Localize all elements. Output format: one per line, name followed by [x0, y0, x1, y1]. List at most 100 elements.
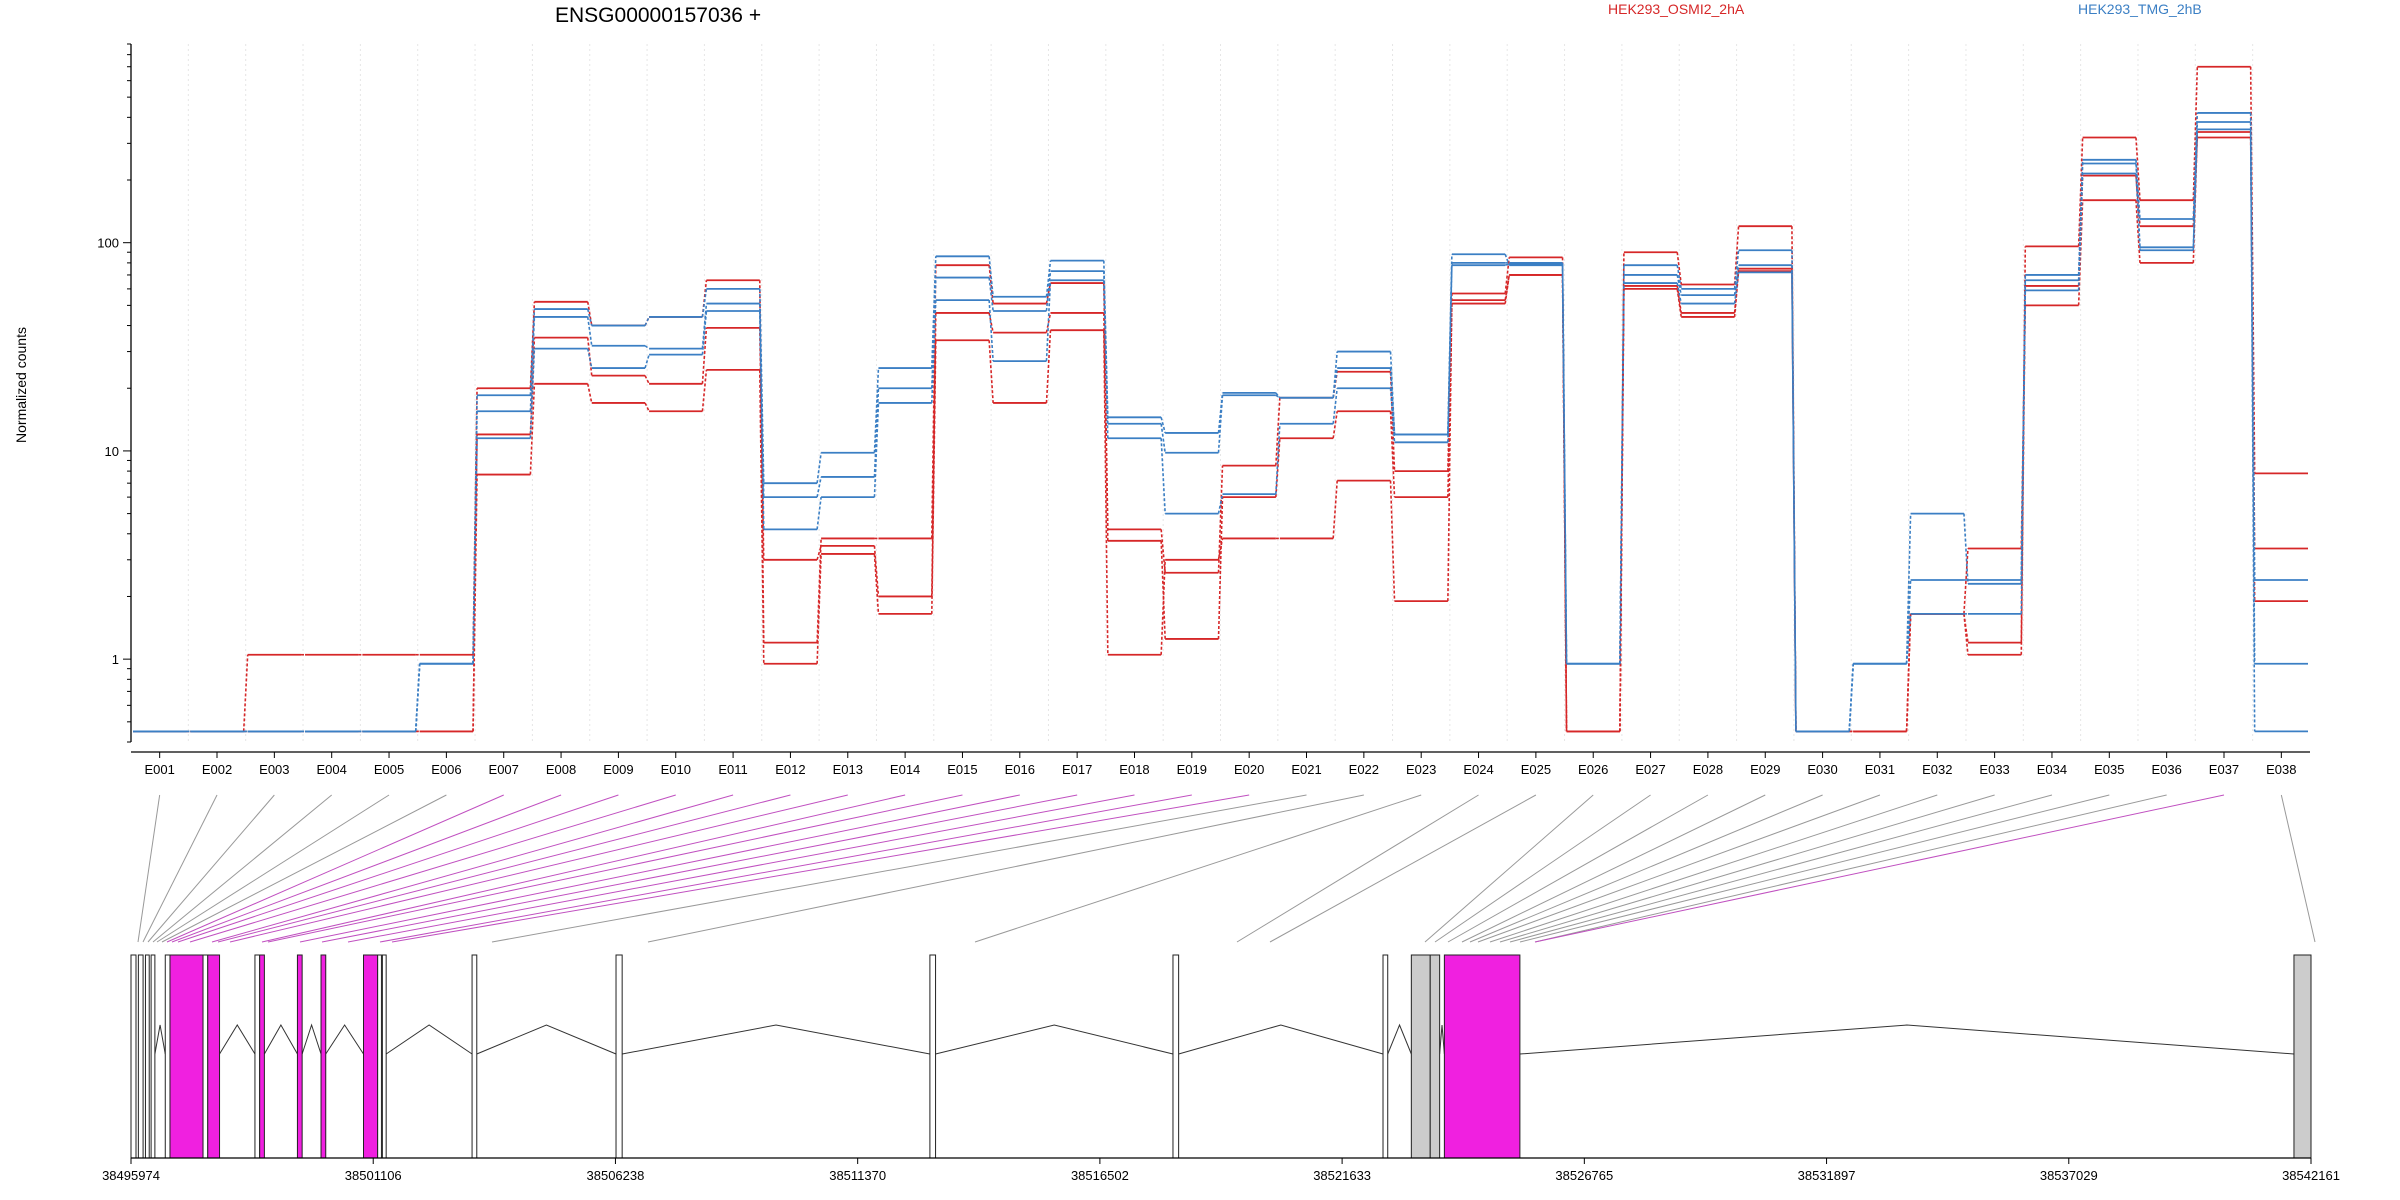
segment-join	[988, 340, 994, 403]
x-tick-label: E018	[1119, 762, 1149, 777]
exon-box	[363, 954, 379, 1159]
x-tick-label: E030	[1807, 762, 1837, 777]
x-tick-label: E036	[2151, 762, 2181, 777]
x-tick-label: E014	[890, 762, 920, 777]
segment-join	[1217, 392, 1224, 434]
segment-join	[701, 303, 708, 349]
exon-box	[615, 954, 623, 1159]
connector-line	[1534, 794, 2225, 943]
segment-join	[873, 368, 880, 453]
intron-line	[385, 1024, 473, 1055]
segment-join	[1733, 271, 1740, 318]
connector-line	[137, 794, 161, 943]
segment-join	[701, 310, 708, 355]
segment-join	[2192, 129, 2199, 251]
segment-join	[1905, 613, 1912, 732]
genome-tick-label: 38526765	[1555, 1168, 1613, 1183]
exon-box	[169, 954, 204, 1159]
genome-tick-label: 38537029	[2040, 1168, 2098, 1183]
segment-join	[1045, 271, 1052, 312]
x-tick-label: E011	[718, 762, 747, 777]
segment-join	[1275, 392, 1281, 399]
connector-line	[1424, 794, 1594, 943]
segment-join	[1045, 312, 1052, 333]
intron-line	[935, 1024, 1174, 1055]
x-tick-label: E006	[431, 762, 461, 777]
connector-line	[1236, 794, 1479, 943]
segment-join	[472, 438, 478, 664]
connector-line	[267, 794, 963, 943]
segment-join	[816, 452, 822, 484]
exon-box	[259, 954, 265, 1159]
intron-line	[154, 1024, 166, 1055]
exon-box	[2293, 954, 2312, 1159]
connector-line	[217, 794, 791, 943]
segment-join	[1504, 263, 1510, 266]
x-tick-label: E013	[833, 762, 863, 777]
grid-lines	[187, 44, 2254, 742]
segment-join	[414, 663, 421, 732]
segment-join	[1791, 272, 1797, 732]
x-tick-label: E032	[1922, 762, 1952, 777]
genome-tick-label: 38521633	[1313, 1168, 1371, 1183]
segment-join	[988, 277, 994, 312]
exon-box	[1429, 954, 1441, 1159]
segment-join	[1045, 280, 1052, 362]
segment-join	[701, 369, 708, 412]
segment-join	[1160, 559, 1166, 655]
segment-join	[2249, 129, 2256, 732]
x-tick-label: E025	[1521, 762, 1551, 777]
segment-join	[1217, 538, 1224, 560]
segment-join	[873, 553, 880, 614]
segment-join	[816, 553, 822, 664]
segment-join	[1217, 493, 1224, 514]
chart-title: ENSG00000157036 +	[555, 4, 761, 27]
intron-line	[1519, 1024, 2294, 1055]
x-tick-label: E012	[775, 762, 805, 777]
connector-line	[156, 794, 390, 943]
segment-join	[1963, 613, 1969, 643]
connector-line	[147, 794, 275, 943]
exon-box	[1443, 954, 1521, 1159]
connector-line	[379, 794, 1192, 943]
x-tick-label: E010	[661, 762, 691, 777]
x-tick-label: E016	[1005, 762, 1035, 777]
segment-join	[2192, 66, 2199, 201]
x-tick-label: E017	[1062, 762, 1092, 777]
segment-join	[1389, 411, 1396, 498]
y-tick-label: 100	[97, 236, 119, 251]
segment-join	[529, 316, 536, 412]
x-tick-label: E029	[1750, 762, 1780, 777]
segment-join	[2135, 137, 2141, 201]
exon-box	[164, 954, 171, 1159]
segment-join	[758, 369, 765, 664]
exon-box	[207, 954, 221, 1159]
segment-join	[1504, 274, 1511, 301]
y-tick-label: 10	[105, 444, 119, 459]
segment-join	[988, 300, 994, 362]
segment-join	[930, 312, 937, 597]
segment-join	[1332, 411, 1338, 439]
segment-join	[1733, 272, 1740, 304]
segment-join	[2077, 137, 2084, 247]
x-tick-label: E031	[1865, 762, 1895, 777]
segment-join	[1504, 257, 1511, 294]
connector-line	[211, 794, 734, 943]
segment-join	[1275, 423, 1281, 495]
connector-line	[1489, 794, 1938, 943]
segment-join	[1905, 613, 1912, 664]
segment-join	[1963, 548, 1969, 614]
x-tick-label: E033	[1979, 762, 2009, 777]
x-tick-label: E009	[603, 762, 633, 777]
segment-join	[1447, 265, 1453, 443]
segment-join	[242, 654, 249, 732]
segment-join	[816, 545, 822, 561]
segment-join	[1045, 260, 1052, 297]
segment-join	[586, 383, 593, 404]
segment-join	[1447, 262, 1453, 435]
connector-line	[2280, 794, 2316, 943]
segment-join	[1045, 330, 1052, 403]
segment-join	[873, 402, 880, 498]
x-tick-label: E024	[1463, 762, 1493, 777]
intron-line	[219, 1024, 256, 1055]
